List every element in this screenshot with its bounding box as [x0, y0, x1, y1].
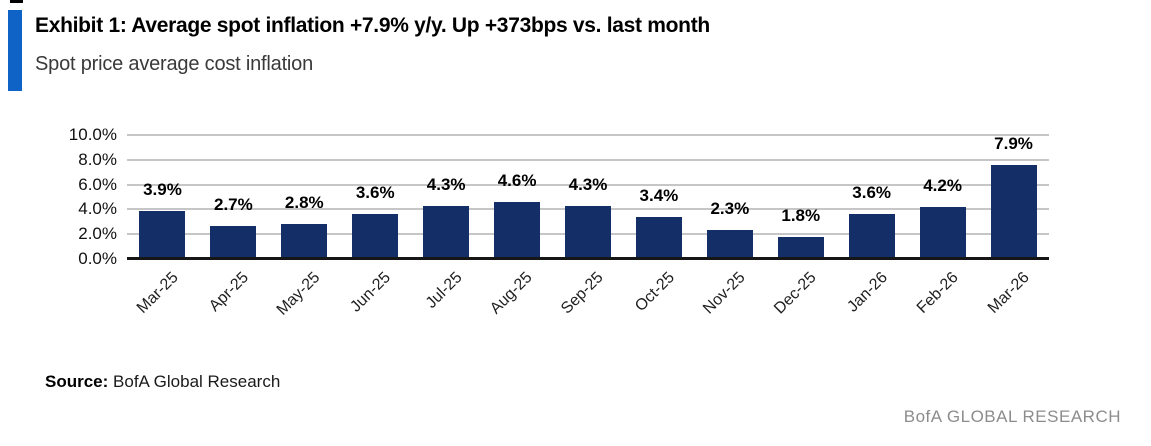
x-tick-label: Feb-26 — [913, 269, 962, 317]
bar-slot: 7.9% — [978, 135, 1049, 259]
x-axis-labels: Mar-25 Apr-25 May-25 Jun-25 Jul-25 Aug-25 Sep-… — [127, 269, 1049, 344]
bar-value-label: 7.9% — [994, 134, 1033, 153]
bar-nov-25 — [706, 230, 753, 259]
bar-slot: 4.6% — [482, 135, 553, 259]
y-tick-label: 6.0% — [78, 174, 117, 194]
bar-slot: 3.6% — [340, 135, 411, 259]
bar-slot: 1.8% — [765, 135, 836, 259]
y-tick-label: 2.0% — [78, 224, 117, 244]
brand-mark: BofA GLOBAL RESEARCH — [903, 407, 1121, 426]
bar-feb-26 — [919, 206, 966, 259]
source-label: Source: — [45, 372, 109, 391]
bar-slot: 3.4% — [623, 135, 694, 259]
bar-value-label: 4.3% — [426, 174, 466, 194]
bar-slot: 2.8% — [269, 135, 340, 259]
bar-value-label: 4.2% — [923, 175, 962, 195]
source-text: BofA Global Research — [108, 372, 281, 391]
bar-sep-25 — [564, 205, 611, 259]
bar-slot: 2.7% — [198, 135, 269, 259]
x-tick-label: Jun-25 — [347, 269, 395, 316]
bar-value-label: 4.3% — [568, 174, 608, 194]
bar-slot: 4.3% — [411, 135, 482, 259]
y-tick-label: 0.0% — [78, 249, 117, 268]
accent-bar — [8, 10, 22, 91]
gridline — [127, 134, 1049, 136]
gridline — [127, 183, 1049, 186]
x-tick-label: Jul-25 — [422, 269, 466, 312]
bar-value-label: 3.9% — [143, 179, 182, 199]
bar-series: 3.9% 2.7% 2.8% 3.6% 4.3% 4.6% 4.3% 3.4% 2.3% 1.8%… — [127, 135, 1049, 259]
x-tick-label: Apr-25 — [206, 269, 253, 315]
plot-area: 3.9% 2.7% 2.8% 3.6% 4.3% 4.6% 4.3% 3.4% 2.3% 1.8%… — [127, 134, 1049, 260]
x-tick-label: Nov-25 — [700, 269, 749, 318]
gridline — [127, 158, 1049, 161]
bar-value-label: 4.6% — [497, 170, 537, 190]
y-axis-labels: 10.0% 8.0% 6.0% 4.0% 2.0% 0.0% — [0, 125, 117, 268]
x-tick-label: Jan-26 — [844, 269, 891, 316]
x-tick-label: Mar-25 — [133, 269, 182, 317]
bar-mar-26 — [990, 165, 1037, 259]
bar-oct-25 — [635, 216, 682, 259]
bar-value-label: 2.3% — [710, 199, 750, 219]
bar-value-label: 1.8% — [781, 205, 821, 225]
y-tick-label: 8.0% — [78, 149, 117, 169]
bar-mar-25 — [139, 210, 186, 259]
exhibit-subtitle: Spot price average cost inflation — [35, 53, 314, 75]
bar-slot: 2.3% — [694, 135, 765, 259]
bar-slot: 4.3% — [553, 135, 624, 259]
x-tick-label: Sep-25 — [558, 269, 608, 318]
bar-dec-25 — [777, 236, 824, 259]
y-tick-label: 4.0% — [78, 199, 117, 219]
y-tick-label: 10.0% — [68, 125, 117, 144]
bar-jun-25 — [352, 214, 399, 259]
bar-apr-25 — [210, 225, 257, 259]
bar-aug-25 — [494, 201, 541, 259]
x-tick-label: Dec-25 — [771, 269, 820, 318]
x-axis-line — [127, 257, 1049, 260]
bar-jan-26 — [848, 214, 895, 259]
bar-value-label: 2.8% — [284, 193, 324, 213]
bar-value-label: 3.4% — [639, 185, 679, 205]
x-tick-label: Aug-25 — [487, 269, 537, 318]
bar-slot: 4.2% — [907, 135, 978, 259]
bar-value-label: 3.6% — [852, 183, 892, 203]
x-tick-label: May-25 — [273, 269, 324, 319]
x-tick-label: Mar-26 — [984, 269, 1033, 317]
bar-value-label: 3.6% — [355, 183, 395, 203]
source-line: Source: BofA Global Research — [45, 372, 280, 392]
top-edge-mark — [10, 0, 23, 3]
exhibit-title: Exhibit 1: Average spot inflation +7.9% … — [35, 14, 710, 37]
x-tick-label: Oct-25 — [631, 269, 678, 315]
bar-jul-25 — [423, 205, 470, 259]
bar-value-label: 2.7% — [214, 194, 253, 214]
bar-may-25 — [281, 224, 328, 259]
bar-slot: 3.6% — [836, 135, 907, 259]
bar-slot: 3.9% — [127, 135, 198, 259]
